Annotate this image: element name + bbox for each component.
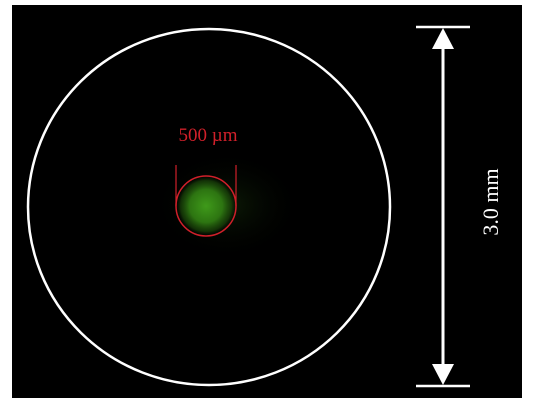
outer-diameter-label: 3.0 mm (478, 168, 503, 235)
scale-bar-arrow-up (432, 28, 454, 49)
inner-diameter-label: 500 µm (179, 125, 238, 146)
micrograph-frame: 500 µm 3.0 mm (12, 5, 522, 398)
scale-bar-arrow-down (432, 364, 454, 385)
micrograph-svg: 500 µm 3.0 mm (12, 5, 522, 398)
